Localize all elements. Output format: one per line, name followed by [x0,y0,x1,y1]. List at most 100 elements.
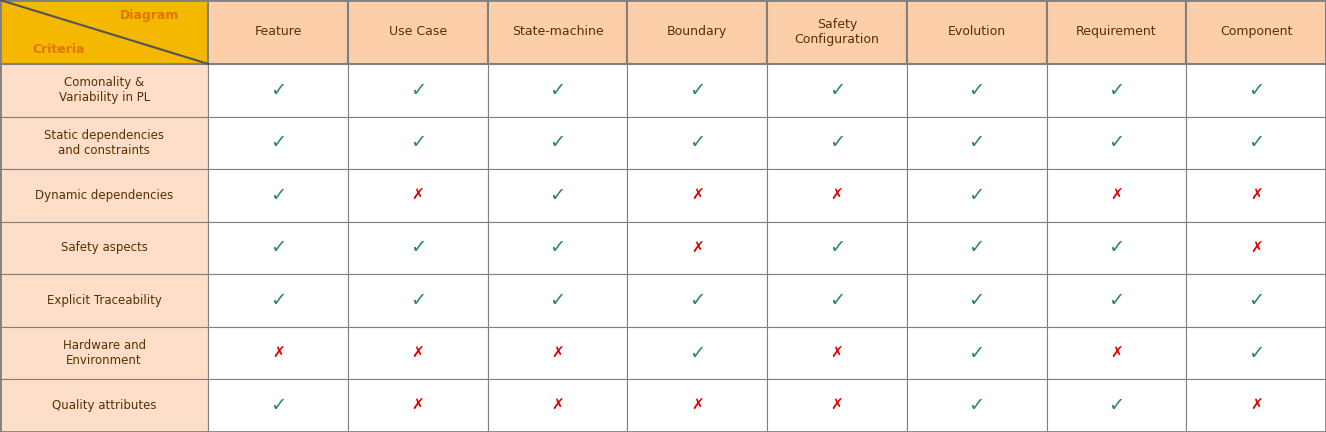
Bar [1187,0,1326,64]
Bar [1046,64,1187,117]
Text: ✓: ✓ [690,291,705,310]
Bar [1046,222,1187,274]
Text: Diagram: Diagram [121,10,179,22]
Text: ✓: ✓ [968,291,985,310]
Bar [347,117,488,169]
Text: ✗: ✗ [830,188,843,203]
Text: ✓: ✓ [271,186,286,205]
Bar [208,64,347,117]
Bar [1046,117,1187,169]
Bar [488,64,627,117]
Text: Dynamic dependencies: Dynamic dependencies [34,189,174,202]
Bar [208,222,347,274]
Text: ✓: ✓ [1109,291,1124,310]
Text: ✓: ✓ [271,238,286,257]
Bar [907,64,1046,117]
Text: Safety aspects: Safety aspects [61,241,147,254]
Bar [0,327,208,379]
Text: ✗: ✗ [1250,241,1262,255]
Text: Component: Component [1220,25,1293,38]
Bar [907,274,1046,327]
Bar [768,169,907,222]
Text: ✓: ✓ [829,81,845,100]
Text: Explicit Traceability: Explicit Traceability [46,294,162,307]
Bar [488,222,627,274]
Bar [768,327,907,379]
Text: ✓: ✓ [549,186,566,205]
Bar [768,274,907,327]
Text: Comonality &
Variability in PL: Comonality & Variability in PL [58,76,150,104]
Bar [627,222,768,274]
Text: ✓: ✓ [1248,291,1264,310]
Bar [208,0,347,64]
Bar [627,117,768,169]
Bar [347,379,488,432]
Text: ✓: ✓ [968,133,985,152]
Bar [768,379,907,432]
Bar [347,327,488,379]
Text: ✓: ✓ [1109,396,1124,415]
Text: ✓: ✓ [549,291,566,310]
Text: Use Case: Use Case [389,25,447,38]
Bar [1187,274,1326,327]
Text: ✗: ✗ [1250,188,1262,203]
Text: ✗: ✗ [411,188,424,203]
Text: ✓: ✓ [829,133,845,152]
Bar [768,222,907,274]
Text: Feature: Feature [255,25,302,38]
Bar [0,169,208,222]
Text: ✓: ✓ [829,291,845,310]
Text: ✓: ✓ [968,186,985,205]
Text: ✓: ✓ [271,133,286,152]
Bar [907,222,1046,274]
Bar [0,117,208,169]
Bar [1046,169,1187,222]
Bar [627,0,768,64]
Text: ✗: ✗ [1250,398,1262,413]
Bar [488,169,627,222]
Bar [347,274,488,327]
Text: ✗: ✗ [411,346,424,361]
Text: ✓: ✓ [968,343,985,362]
Bar [208,379,347,432]
Text: Criteria: Criteria [32,43,85,56]
Bar [1046,274,1187,327]
Bar [0,0,208,64]
Bar [208,117,347,169]
Text: Hardware and
Environment: Hardware and Environment [62,339,146,367]
Bar [627,327,768,379]
Text: ✓: ✓ [271,396,286,415]
Text: ✓: ✓ [968,81,985,100]
Text: ✗: ✗ [552,346,564,361]
Bar [488,0,627,64]
Text: ✗: ✗ [552,398,564,413]
Text: ✓: ✓ [1248,133,1264,152]
Text: Safety
Configuration: Safety Configuration [794,18,879,46]
Bar [488,117,627,169]
Bar [1187,169,1326,222]
Bar [488,327,627,379]
Bar [0,222,208,274]
Bar [1046,0,1187,64]
Text: ✓: ✓ [829,238,845,257]
Text: ✓: ✓ [549,133,566,152]
Text: ✓: ✓ [271,291,286,310]
Text: ✓: ✓ [410,238,426,257]
Bar [347,222,488,274]
Text: ✓: ✓ [410,81,426,100]
Bar [907,0,1046,64]
Text: ✓: ✓ [271,81,286,100]
Text: ✓: ✓ [690,343,705,362]
Bar [0,379,208,432]
Bar [1046,379,1187,432]
Bar [907,327,1046,379]
Bar [768,0,907,64]
Text: ✗: ✗ [411,398,424,413]
Text: Boundary: Boundary [667,25,728,38]
Bar [627,274,768,327]
Text: ✗: ✗ [830,398,843,413]
Bar [627,64,768,117]
Bar [208,327,347,379]
Bar [627,379,768,432]
Text: ✓: ✓ [549,238,566,257]
